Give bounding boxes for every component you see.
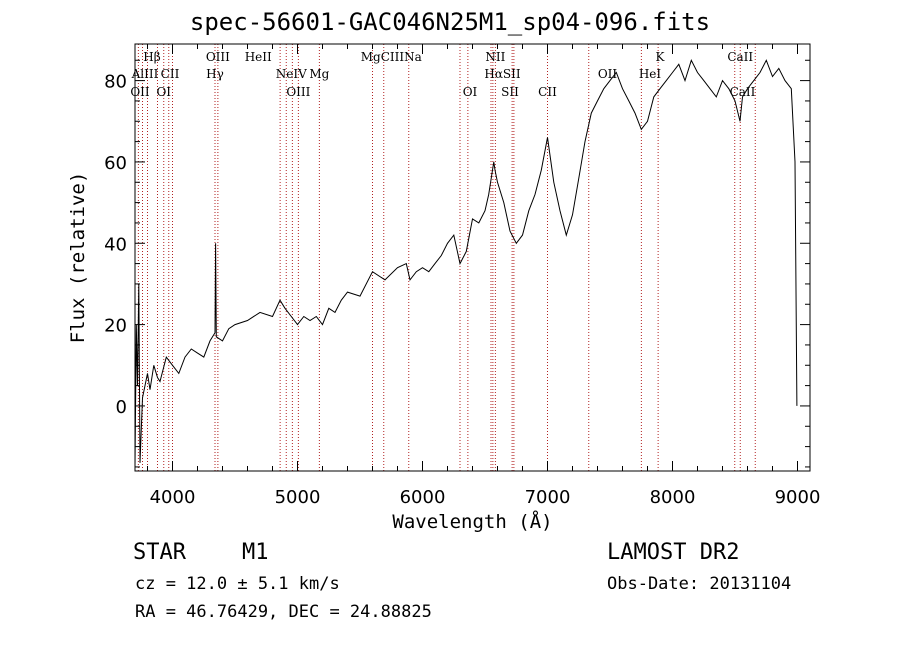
line-label: HeII bbox=[245, 50, 272, 64]
x-tick-label: 8000 bbox=[650, 487, 696, 508]
chart-title: spec-56601-GAC046N25M1_sp04-096.fits bbox=[189, 8, 711, 36]
line-label: OIII bbox=[206, 50, 230, 64]
x-tick-label: 7000 bbox=[525, 487, 571, 508]
line-label: CaII bbox=[727, 50, 753, 64]
line-label: CII bbox=[161, 67, 180, 81]
y-tick-label: 40 bbox=[104, 234, 127, 255]
redshift-cz: cz = 12.0 ± 5.1 km/s bbox=[135, 574, 340, 594]
line-label: OII bbox=[598, 67, 618, 81]
line-label: HeI bbox=[639, 67, 662, 81]
plot-frame bbox=[134, 43, 811, 472]
line-label: CII bbox=[538, 85, 557, 99]
line-label: Hγ bbox=[206, 67, 224, 81]
obs-date: Obs-Date: 20131104 bbox=[607, 574, 792, 594]
x-tick-label: 4000 bbox=[150, 487, 196, 508]
object-class: STAR bbox=[133, 540, 186, 565]
y-tick-label: 60 bbox=[104, 153, 127, 174]
line-label: OIII bbox=[286, 85, 310, 99]
line-label: NeIV bbox=[276, 67, 307, 81]
line-label: NII bbox=[485, 50, 505, 64]
object-subclass: M1 bbox=[242, 540, 269, 565]
x-axis-label: Wavelength (Å) bbox=[392, 510, 552, 533]
emission-line-markers bbox=[137, 44, 756, 471]
line-label: OII bbox=[130, 85, 150, 99]
y-tick-label: 80 bbox=[104, 72, 127, 93]
line-label: MgCIIINa bbox=[361, 50, 422, 64]
x-tick-label: 9000 bbox=[775, 487, 821, 508]
line-label: OI bbox=[156, 85, 171, 99]
line-label: CaII bbox=[730, 85, 756, 99]
line-label: HαSII bbox=[484, 67, 521, 81]
coordinates: RA = 46.76429, DEC = 24.88825 bbox=[135, 602, 432, 622]
line-label: AlIII bbox=[131, 67, 159, 81]
y-tick-label: 20 bbox=[104, 316, 127, 337]
spectrum-line bbox=[134, 58, 798, 467]
x-tick-label: 6000 bbox=[400, 487, 446, 508]
y-tick-label: 0 bbox=[116, 397, 127, 418]
tick-labels: 4000 5000 6000 7000 8000 9000 0 20 40 60 80 bbox=[104, 72, 820, 508]
line-label: Hβ bbox=[143, 50, 160, 64]
axis-ticks bbox=[135, 44, 810, 471]
line-label: OI bbox=[463, 85, 478, 99]
y-axis-label: Flux (relative) bbox=[67, 172, 89, 344]
survey-name: LAMOST DR2 bbox=[607, 540, 740, 565]
line-label: SII bbox=[501, 85, 519, 99]
line-label: K bbox=[656, 50, 666, 64]
x-tick-label: 5000 bbox=[275, 487, 321, 508]
line-label: Mg bbox=[309, 67, 329, 81]
